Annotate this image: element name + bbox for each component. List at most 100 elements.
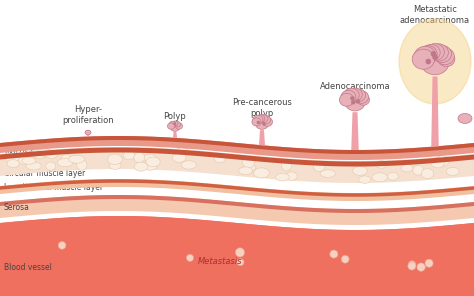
- Text: Mucosa: Mucosa: [4, 147, 33, 157]
- Ellipse shape: [252, 118, 261, 126]
- Ellipse shape: [431, 157, 445, 168]
- Ellipse shape: [438, 52, 455, 67]
- Ellipse shape: [353, 166, 367, 175]
- Ellipse shape: [32, 148, 48, 158]
- Circle shape: [257, 121, 259, 123]
- Ellipse shape: [169, 121, 176, 127]
- Text: Metastasis: Metastasis: [198, 258, 242, 266]
- Ellipse shape: [348, 88, 362, 101]
- Ellipse shape: [436, 155, 449, 166]
- Circle shape: [351, 97, 354, 100]
- Ellipse shape: [262, 116, 271, 124]
- Ellipse shape: [372, 173, 387, 182]
- Ellipse shape: [134, 152, 145, 163]
- Circle shape: [263, 123, 265, 125]
- Ellipse shape: [259, 115, 268, 123]
- Ellipse shape: [167, 123, 174, 129]
- Ellipse shape: [172, 153, 186, 162]
- Circle shape: [58, 242, 66, 249]
- Ellipse shape: [422, 44, 440, 61]
- Ellipse shape: [253, 115, 263, 124]
- Polygon shape: [0, 179, 474, 201]
- Circle shape: [237, 259, 244, 266]
- Polygon shape: [0, 216, 474, 280]
- Ellipse shape: [344, 88, 359, 102]
- Ellipse shape: [174, 122, 181, 127]
- Circle shape: [425, 259, 433, 267]
- Circle shape: [356, 100, 359, 103]
- Text: Polyp: Polyp: [164, 112, 186, 121]
- Ellipse shape: [5, 153, 19, 163]
- Ellipse shape: [175, 123, 182, 129]
- Ellipse shape: [255, 118, 269, 129]
- Ellipse shape: [414, 46, 436, 66]
- Polygon shape: [0, 136, 474, 160]
- Polygon shape: [0, 195, 474, 225]
- Ellipse shape: [256, 115, 265, 123]
- Ellipse shape: [263, 118, 273, 126]
- Ellipse shape: [69, 155, 84, 163]
- Ellipse shape: [144, 154, 156, 162]
- Polygon shape: [87, 134, 89, 136]
- Circle shape: [417, 263, 425, 271]
- Ellipse shape: [429, 44, 448, 61]
- Ellipse shape: [339, 93, 354, 106]
- Ellipse shape: [352, 89, 365, 102]
- Text: Hyper-
proliferation: Hyper- proliferation: [62, 105, 114, 125]
- Ellipse shape: [345, 93, 365, 111]
- Ellipse shape: [85, 130, 91, 135]
- Circle shape: [352, 101, 355, 104]
- Ellipse shape: [254, 168, 269, 178]
- Ellipse shape: [375, 161, 387, 168]
- Ellipse shape: [109, 162, 121, 169]
- Ellipse shape: [7, 160, 19, 168]
- Ellipse shape: [146, 157, 160, 167]
- Ellipse shape: [26, 162, 41, 170]
- Polygon shape: [431, 76, 439, 147]
- Ellipse shape: [436, 48, 454, 65]
- Circle shape: [426, 59, 430, 64]
- Ellipse shape: [18, 156, 30, 165]
- Ellipse shape: [46, 151, 57, 158]
- Circle shape: [408, 262, 416, 270]
- Ellipse shape: [282, 160, 292, 171]
- Ellipse shape: [421, 50, 449, 75]
- Ellipse shape: [246, 164, 255, 171]
- Ellipse shape: [214, 154, 226, 163]
- Ellipse shape: [172, 121, 178, 126]
- Ellipse shape: [357, 94, 370, 105]
- Ellipse shape: [355, 91, 369, 103]
- Text: Adenocarcinoma: Adenocarcinoma: [319, 82, 390, 91]
- Text: Metastatic
adenocarcinoma: Metastatic adenocarcinoma: [400, 5, 470, 25]
- Ellipse shape: [238, 167, 253, 175]
- Ellipse shape: [57, 158, 73, 167]
- Ellipse shape: [170, 123, 180, 131]
- Ellipse shape: [37, 149, 52, 156]
- Text: Serosa: Serosa: [4, 204, 30, 213]
- Ellipse shape: [123, 151, 135, 160]
- Ellipse shape: [320, 170, 336, 177]
- Polygon shape: [0, 216, 474, 296]
- Text: Longitudinal muscle layer: Longitudinal muscle layer: [4, 184, 103, 192]
- Polygon shape: [0, 195, 474, 213]
- Text: Pre-cancerous
polyp: Pre-cancerous polyp: [232, 98, 292, 118]
- Ellipse shape: [413, 165, 423, 175]
- Polygon shape: [351, 112, 359, 150]
- Polygon shape: [0, 147, 474, 183]
- Ellipse shape: [22, 157, 36, 164]
- Circle shape: [431, 52, 436, 56]
- Polygon shape: [0, 179, 474, 197]
- Polygon shape: [173, 132, 177, 138]
- Circle shape: [433, 55, 437, 59]
- Polygon shape: [0, 136, 474, 154]
- Ellipse shape: [341, 90, 356, 104]
- Circle shape: [236, 248, 245, 257]
- Polygon shape: [0, 147, 474, 166]
- Ellipse shape: [46, 162, 56, 170]
- Ellipse shape: [359, 176, 371, 183]
- Ellipse shape: [108, 154, 122, 165]
- Ellipse shape: [399, 19, 471, 104]
- Ellipse shape: [182, 161, 196, 169]
- Text: Submucosa: Submucosa: [4, 158, 48, 168]
- Ellipse shape: [243, 157, 255, 168]
